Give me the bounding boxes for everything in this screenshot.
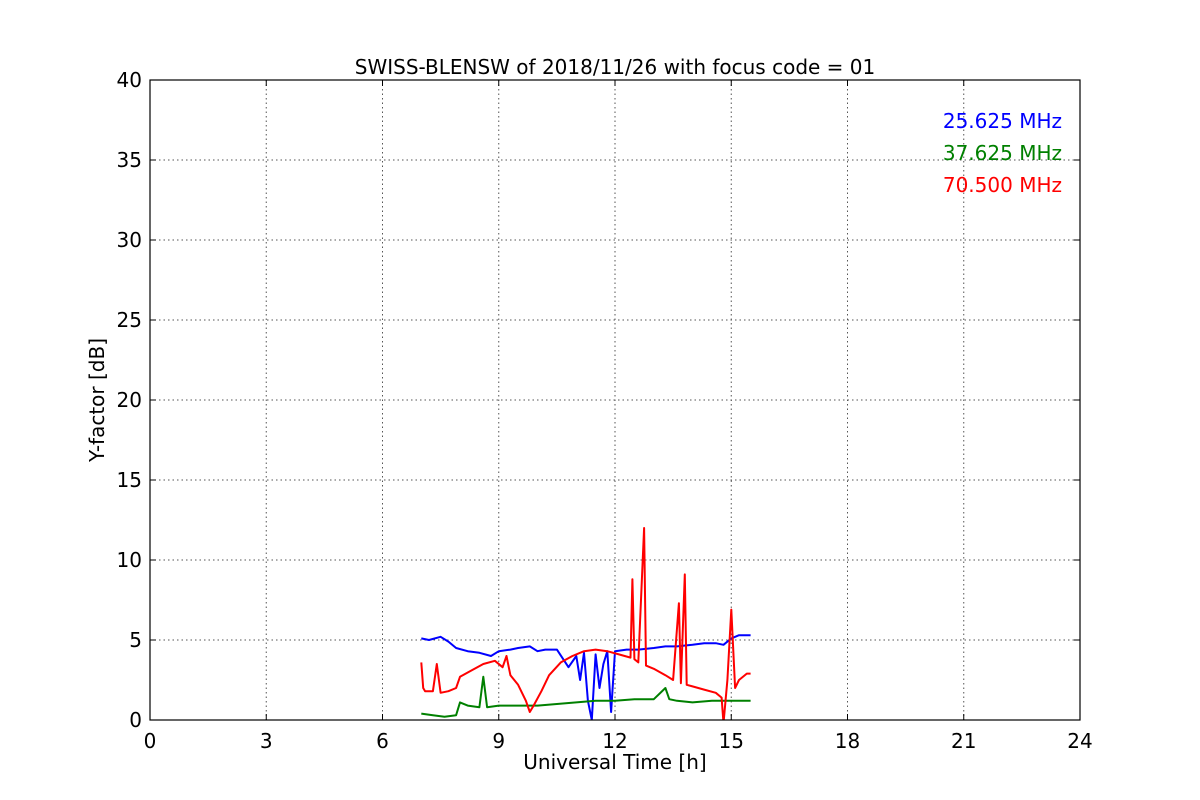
y-tick-label: 0 (129, 708, 142, 732)
ticks: 0 3 6 9 12 15 18 21 24 0 5 10 15 20 25 30 35 40 (117, 68, 1093, 753)
legend-entry: 25.625 MHz (943, 109, 1062, 133)
x-tick-label: 3 (260, 729, 273, 753)
x-tick-label: 9 (492, 729, 505, 753)
grid (150, 80, 1080, 720)
y-tick-label: 35 (117, 148, 142, 172)
chart-title: SWISS-BLENSW of 2018/11/26 with focus co… (355, 55, 876, 79)
y-tick-label: 20 (117, 388, 142, 412)
x-tick-label: 21 (951, 729, 976, 753)
x-tick-label: 6 (376, 729, 389, 753)
legend-entry: 70.500 MHz (943, 173, 1062, 197)
series-line-37-625-mhz (421, 675, 751, 718)
legend: 25.625 MHz 37.625 MHz 70.500 MHz (943, 109, 1062, 197)
y-tick-label: 40 (117, 68, 142, 92)
y-tick-label: 5 (129, 628, 142, 652)
x-tick-label: 24 (1067, 729, 1092, 753)
series-lines (420, 527, 751, 720)
x-tick-label: 18 (835, 729, 860, 753)
legend-entry: 37.625 MHz (943, 141, 1062, 165)
y-tick-label: 30 (117, 228, 142, 252)
y-tick-label: 15 (117, 468, 142, 492)
y-tick-label: 25 (117, 308, 142, 332)
x-tick-label: 0 (144, 729, 157, 753)
y-axis-label: Y-factor [dB] (85, 338, 109, 463)
x-tick-label: 12 (602, 729, 627, 753)
series-line-70-500-mhz (420, 527, 751, 720)
y-tick-label: 10 (117, 548, 142, 572)
x-axis-label: Universal Time [h] (523, 750, 706, 774)
x-tick-label: 15 (719, 729, 744, 753)
